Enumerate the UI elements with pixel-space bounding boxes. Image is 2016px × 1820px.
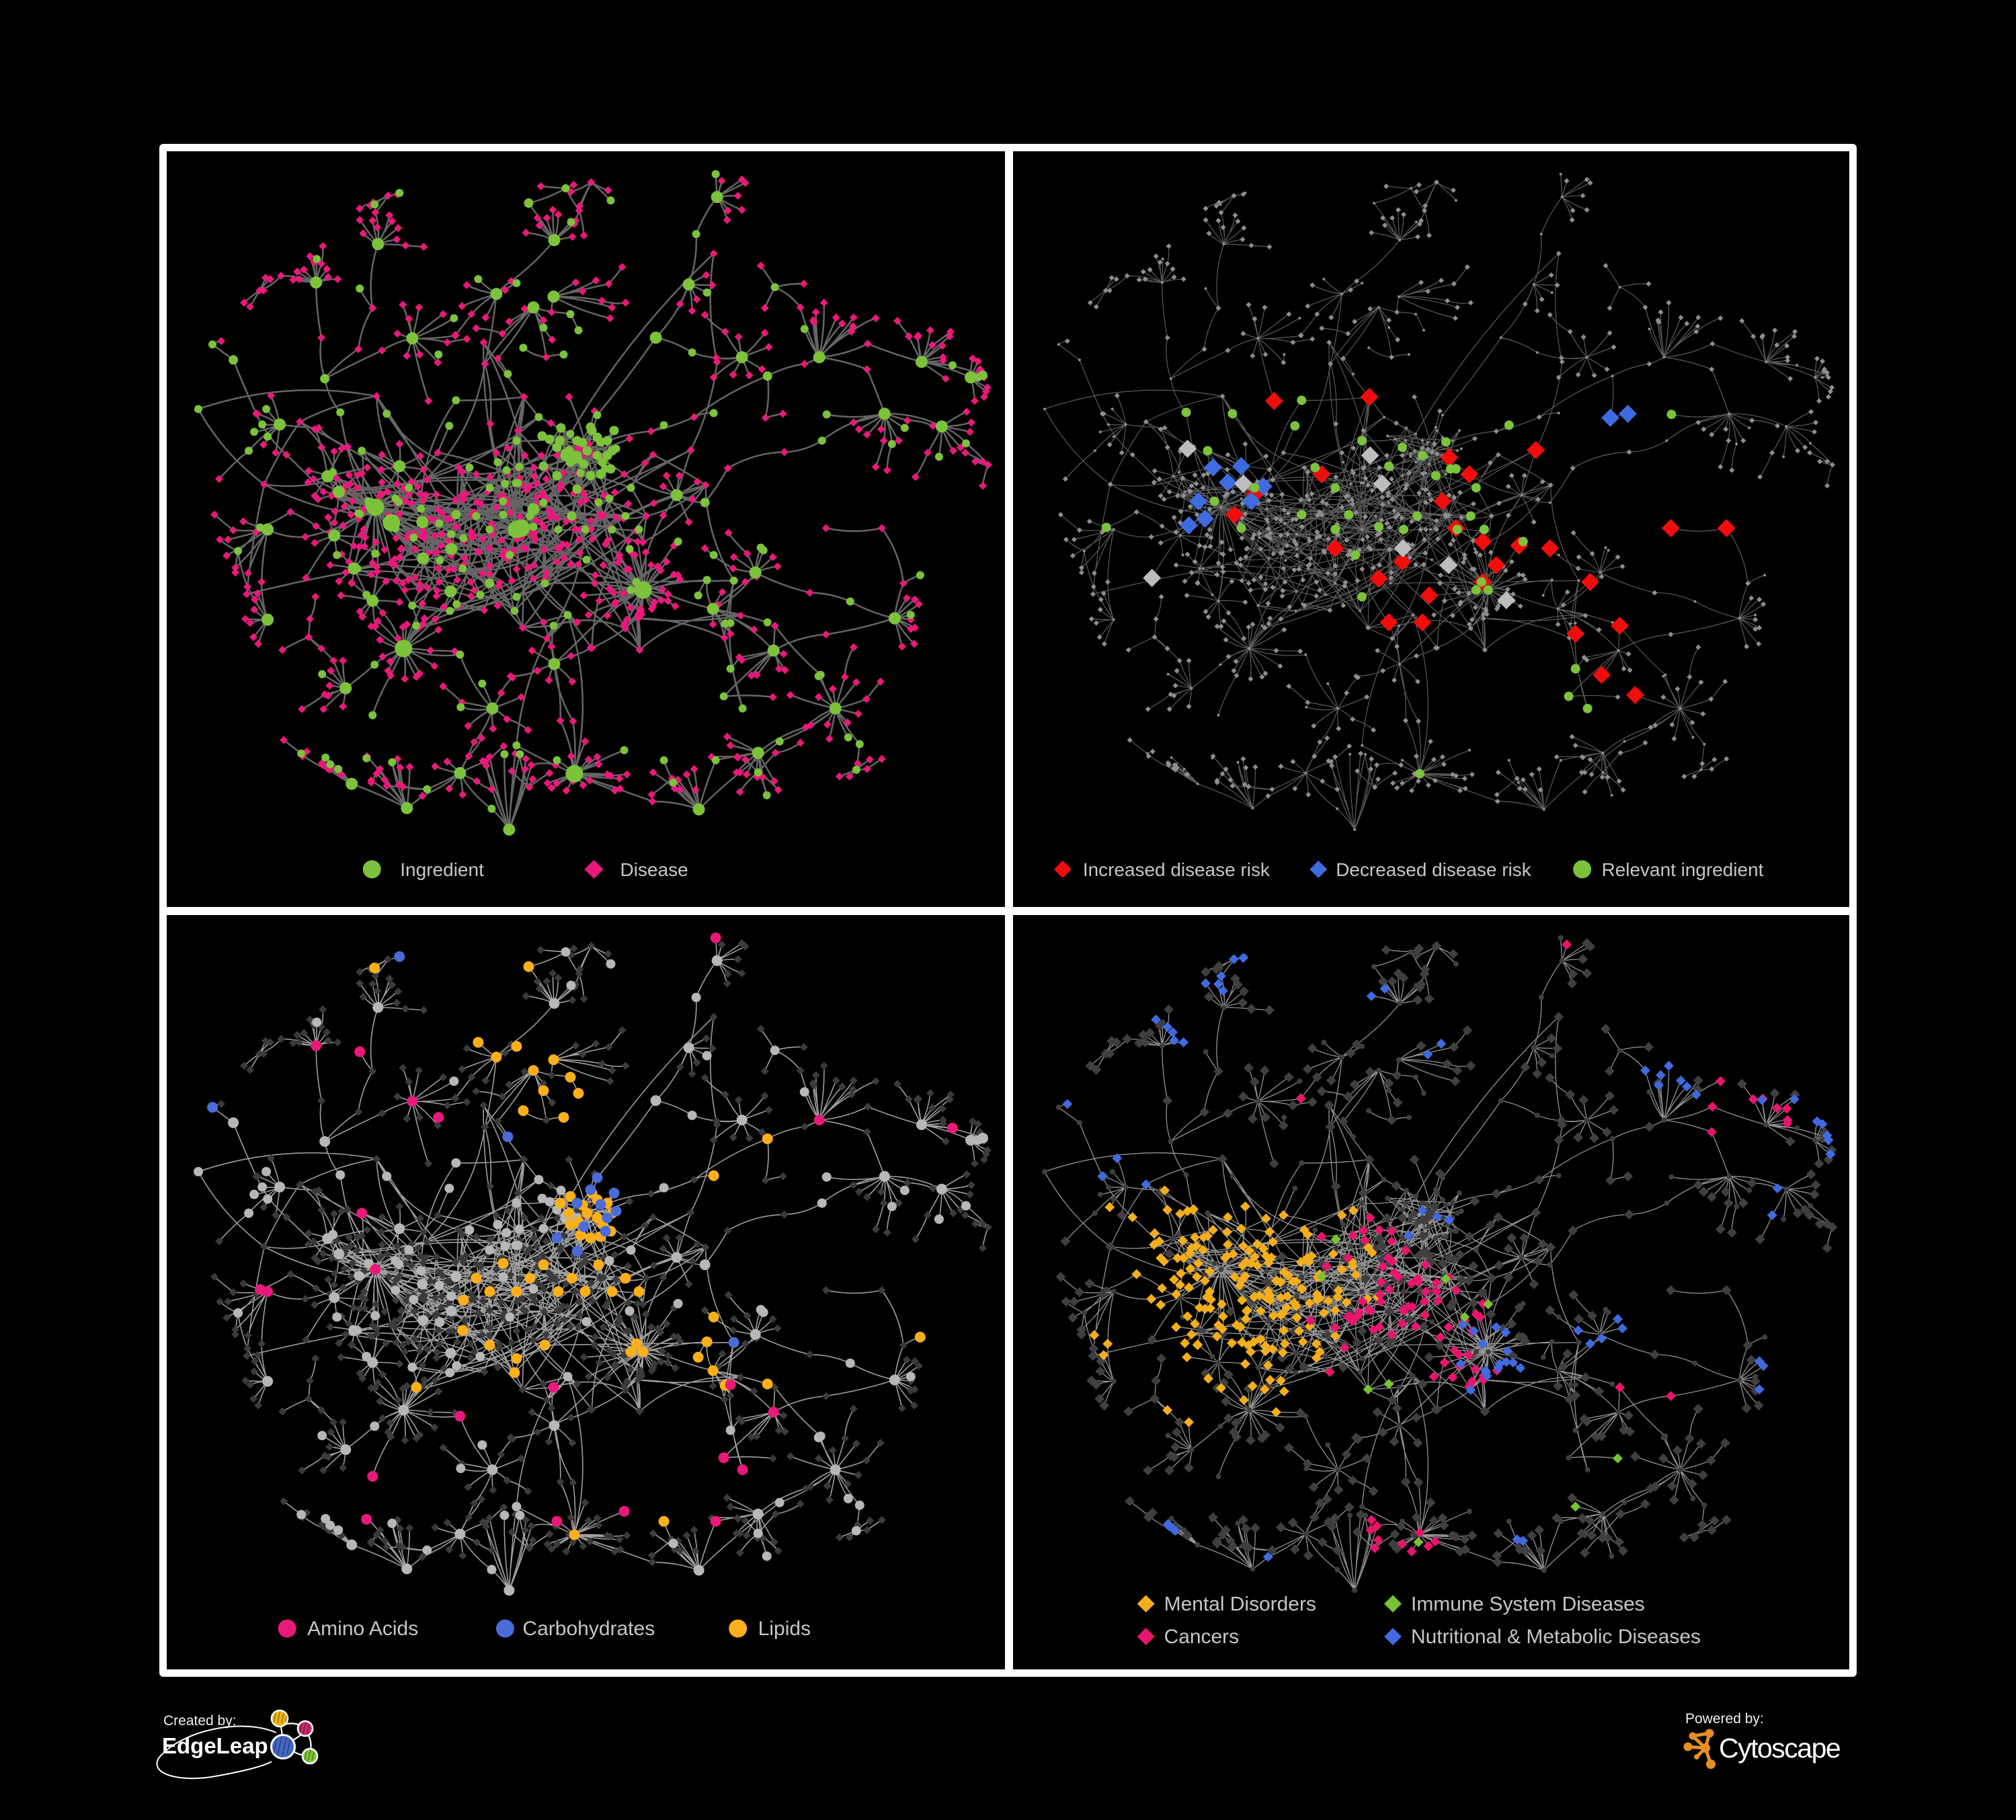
- svg-text:Mental Disorders: Mental Disorders: [1164, 1593, 1316, 1615]
- svg-text:Disease: Disease: [620, 859, 688, 880]
- svg-text:Increased disease risk: Increased disease risk: [1083, 859, 1271, 880]
- svg-text:Carbohydrates: Carbohydrates: [522, 1618, 655, 1640]
- svg-text:Cancers: Cancers: [1164, 1626, 1239, 1648]
- svg-text:EdgeLeap: EdgeLeap: [162, 1733, 268, 1758]
- svg-text:Decreased disease risk: Decreased disease risk: [1336, 859, 1532, 880]
- svg-text:Relevant ingredient: Relevant ingredient: [1602, 859, 1764, 880]
- svg-text:Cytoscape: Cytoscape: [1719, 1733, 1840, 1764]
- svg-text:Amino Acids: Amino Acids: [307, 1618, 418, 1640]
- svg-text:Nutritional & Metabolic Diseas: Nutritional & Metabolic Diseases: [1411, 1626, 1701, 1648]
- svg-text:Powered by:: Powered by:: [1685, 1711, 1764, 1727]
- svg-text:Ingredient: Ingredient: [400, 859, 484, 880]
- svg-text:Lipids: Lipids: [758, 1618, 811, 1640]
- svg-text:Created by:: Created by:: [163, 1713, 237, 1729]
- svg-text:Immune System Diseases: Immune System Diseases: [1411, 1593, 1645, 1615]
